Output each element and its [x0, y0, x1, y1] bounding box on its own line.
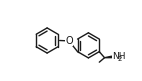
Text: 2: 2 [117, 56, 122, 62]
Text: NH: NH [112, 52, 126, 61]
Text: O: O [65, 36, 73, 46]
Polygon shape [105, 56, 112, 58]
